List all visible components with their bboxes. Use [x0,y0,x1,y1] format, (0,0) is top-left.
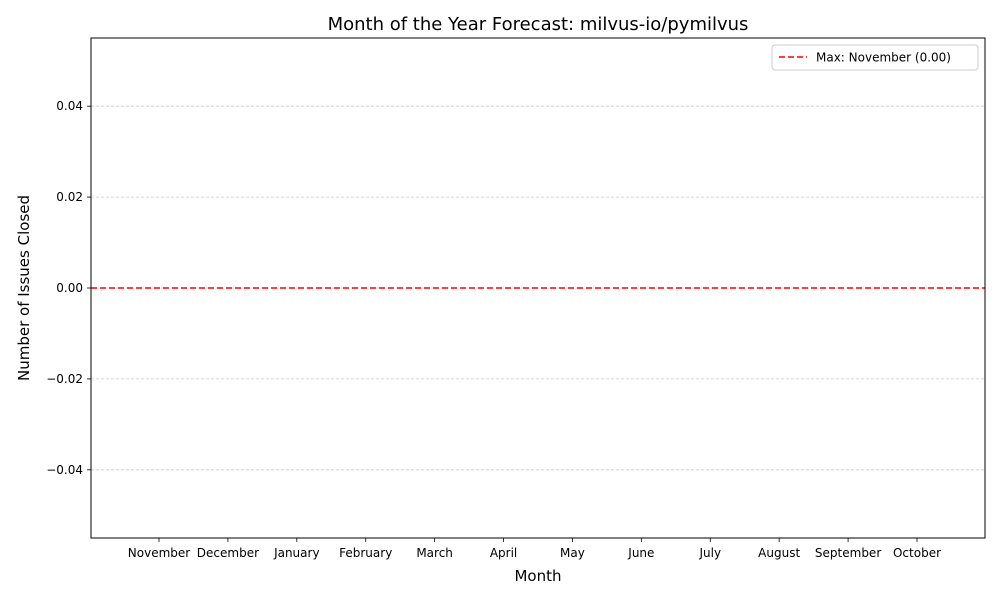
x-tick-label: November [128,546,190,560]
legend-box [771,44,979,71]
legend-label: Max: November (0.00) [816,51,951,65]
x-tick-label: July [698,546,721,560]
x-tick-label: April [490,546,517,560]
x-axis-label: Month [514,567,561,585]
y-tick-label: 0.00 [56,281,83,295]
x-axis: November December January February March Apri… [128,538,941,560]
x-tick-label: February [339,546,392,560]
x-tick-label: May [560,546,585,560]
x-tick-label: January [273,546,320,560]
y-tick-label: 0.04 [56,99,83,113]
y-tick-label: −0.04 [46,463,83,477]
y-tick-label: 0.02 [56,190,83,204]
x-tick-label: June [627,546,654,560]
legend: Max: November (0.00) [771,44,979,71]
y-tick-label: −0.02 [46,372,83,386]
x-tick-label: August [758,546,800,560]
x-tick-label: March [416,546,453,560]
y-axis-label: Number of Issues Closed [15,195,33,381]
x-tick-label: October [893,546,941,560]
chart-title: Month of the Year Forecast: milvus-io/py… [328,14,749,35]
x-tick-label: December [197,546,259,560]
y-axis: −0.04 −0.02 0.00 0.02 0.04 [46,99,91,477]
x-tick-label: September [815,546,881,560]
